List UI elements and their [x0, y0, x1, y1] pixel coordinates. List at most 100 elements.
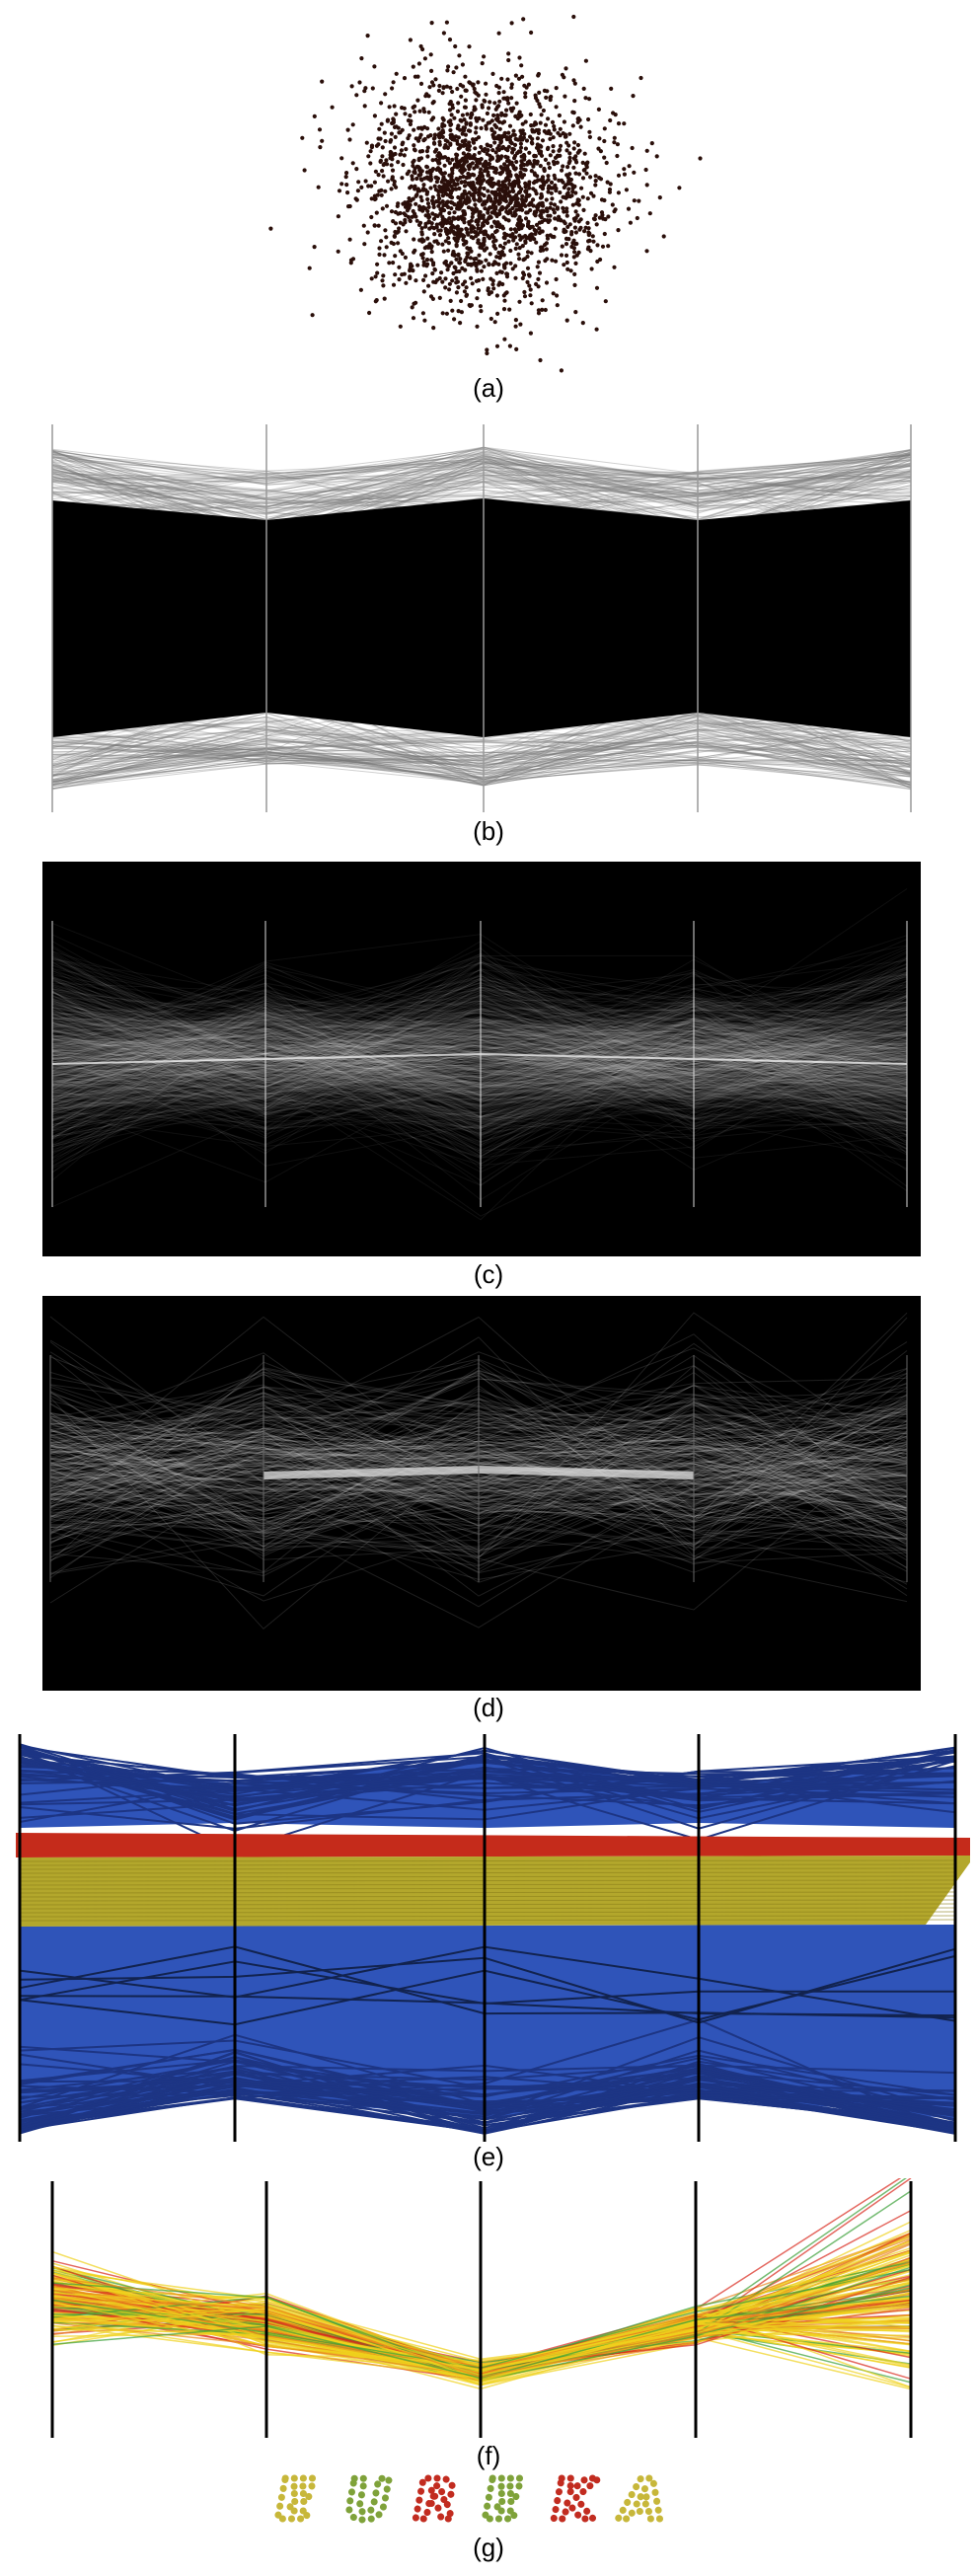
- scatter-point: [482, 193, 487, 198]
- scatter-point: [424, 92, 429, 97]
- scatter-point: [458, 127, 463, 132]
- scatter-point: [422, 124, 427, 129]
- scatter-point: [440, 214, 445, 219]
- scatter-point: [591, 193, 596, 198]
- scatter-point: [450, 223, 455, 228]
- scatter-point: [423, 188, 428, 192]
- scatter-point: [553, 183, 558, 188]
- scatter-point: [612, 140, 617, 145]
- scatter-point: [507, 182, 512, 187]
- scatter-point: [564, 253, 569, 258]
- scatter-point: [389, 187, 394, 191]
- scatter-point: [525, 279, 530, 284]
- scatter-point: [570, 123, 575, 128]
- scatter-point: [494, 343, 500, 348]
- scatter-point: [459, 298, 464, 304]
- scatter-point: [421, 260, 426, 265]
- scatter-point: [437, 152, 442, 157]
- scatter-point: [448, 85, 453, 90]
- scatter-point: [544, 280, 550, 285]
- scatter-point: [450, 168, 455, 173]
- scatter-point: [392, 145, 398, 150]
- scatter-point: [312, 114, 317, 118]
- scatter-point: [474, 278, 479, 283]
- scatter-point: [493, 167, 498, 172]
- scatter-point: [537, 226, 542, 231]
- scatter-point: [523, 95, 528, 100]
- scatter-point: [587, 231, 592, 236]
- scatter-point: [548, 131, 553, 136]
- scatter-point: [475, 324, 480, 329]
- scatter-point: [631, 94, 636, 99]
- scatter-point: [504, 290, 509, 295]
- scatter-point: [487, 205, 491, 210]
- scatter-point: [531, 203, 536, 208]
- scatter-point: [510, 186, 515, 190]
- scatter-point: [571, 165, 576, 170]
- scatter-point: [452, 231, 457, 236]
- scatter-point: [602, 231, 607, 237]
- scatter-point: [558, 143, 564, 148]
- scatter-point: [465, 146, 470, 152]
- scatter-point: [574, 241, 579, 247]
- scatter-point: [598, 149, 603, 154]
- scatter-point: [576, 202, 581, 207]
- scatter-point: [268, 226, 273, 231]
- scatter-point: [349, 84, 354, 89]
- scatter-point: [479, 125, 484, 130]
- scatter-point: [467, 175, 472, 180]
- scatter-point: [501, 119, 507, 124]
- parallel-plot-d: [42, 1296, 921, 1691]
- scatter-point: [343, 175, 348, 180]
- scatter-point: [519, 172, 524, 177]
- scatter-point: [376, 136, 381, 141]
- scatter-point: [411, 316, 416, 321]
- scatter-point: [575, 119, 580, 124]
- scatter-point: [552, 234, 557, 240]
- scatter-point: [564, 191, 569, 196]
- scatter-point: [463, 258, 468, 263]
- scatter-point: [484, 123, 488, 128]
- scatter-point: [302, 168, 307, 173]
- scatter-point: [547, 165, 552, 171]
- scatter-point: [502, 231, 507, 236]
- scatter-point: [531, 164, 536, 169]
- density-line: [51, 1017, 908, 1221]
- scatter-point: [463, 105, 468, 110]
- scatter-point: [395, 203, 400, 208]
- scatter-point: [345, 127, 350, 132]
- scatter-point: [389, 137, 394, 143]
- scatter-point: [571, 246, 576, 251]
- scatter-point: [441, 155, 446, 160]
- letter-e: E: [484, 2468, 521, 2533]
- scatter-point: [580, 176, 586, 181]
- scatter-point: [508, 134, 513, 139]
- scatter-point: [584, 171, 589, 176]
- scatter-point: [606, 214, 611, 219]
- scatter-point: [460, 131, 465, 136]
- scatter-point: [505, 186, 510, 190]
- scatter-point: [506, 239, 511, 244]
- scatter-point: [408, 218, 413, 224]
- scatter-point: [445, 180, 451, 185]
- scatter-point: [578, 124, 583, 129]
- scatter-point: [502, 298, 507, 303]
- scatter-point: [520, 74, 525, 79]
- scatter-point: [491, 286, 496, 291]
- yellow-line: [19, 1883, 956, 1886]
- scatter-point: [575, 197, 580, 202]
- yellow-line: [19, 1895, 956, 1898]
- scatter-point: [501, 307, 507, 312]
- scatter-point: [448, 127, 453, 133]
- scatter-point: [523, 185, 528, 189]
- scatter-point: [518, 145, 524, 150]
- scatter-point: [506, 51, 511, 56]
- scatter-point: [473, 107, 478, 112]
- scatter-point: [496, 187, 501, 191]
- scatter-point: [477, 261, 482, 265]
- scatter-point: [487, 178, 491, 183]
- scatter-point: [520, 223, 525, 228]
- scatter-point: [463, 267, 468, 272]
- scatter-point: [569, 230, 574, 235]
- scatter-point: [448, 132, 453, 138]
